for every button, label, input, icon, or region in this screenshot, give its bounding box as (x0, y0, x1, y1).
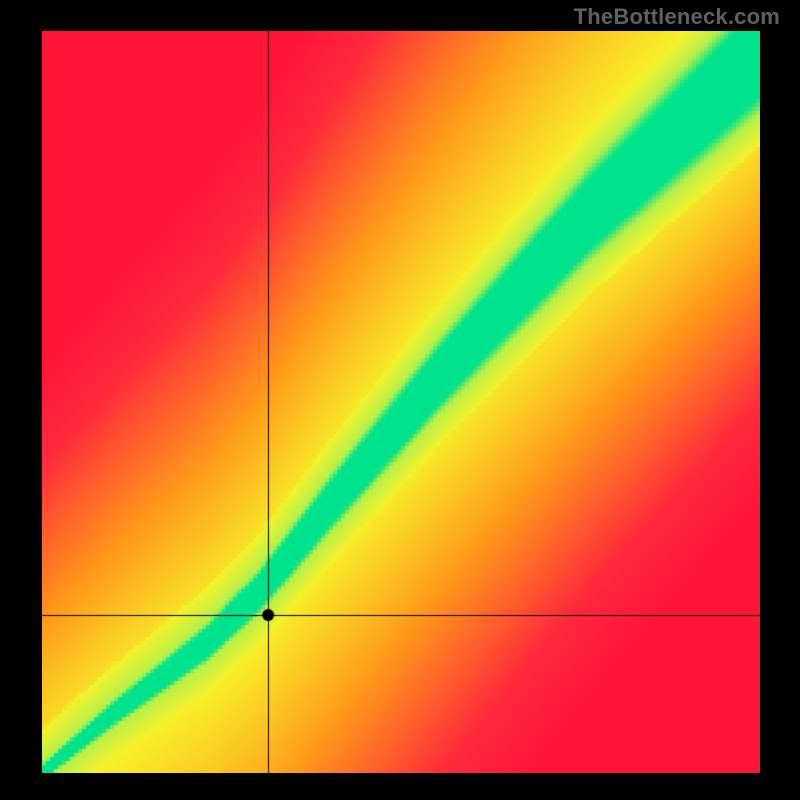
heatmap-canvas (42, 31, 760, 773)
stage: TheBottleneck.com (0, 0, 800, 800)
plot-area (42, 31, 760, 773)
watermark-text: TheBottleneck.com (574, 4, 780, 30)
